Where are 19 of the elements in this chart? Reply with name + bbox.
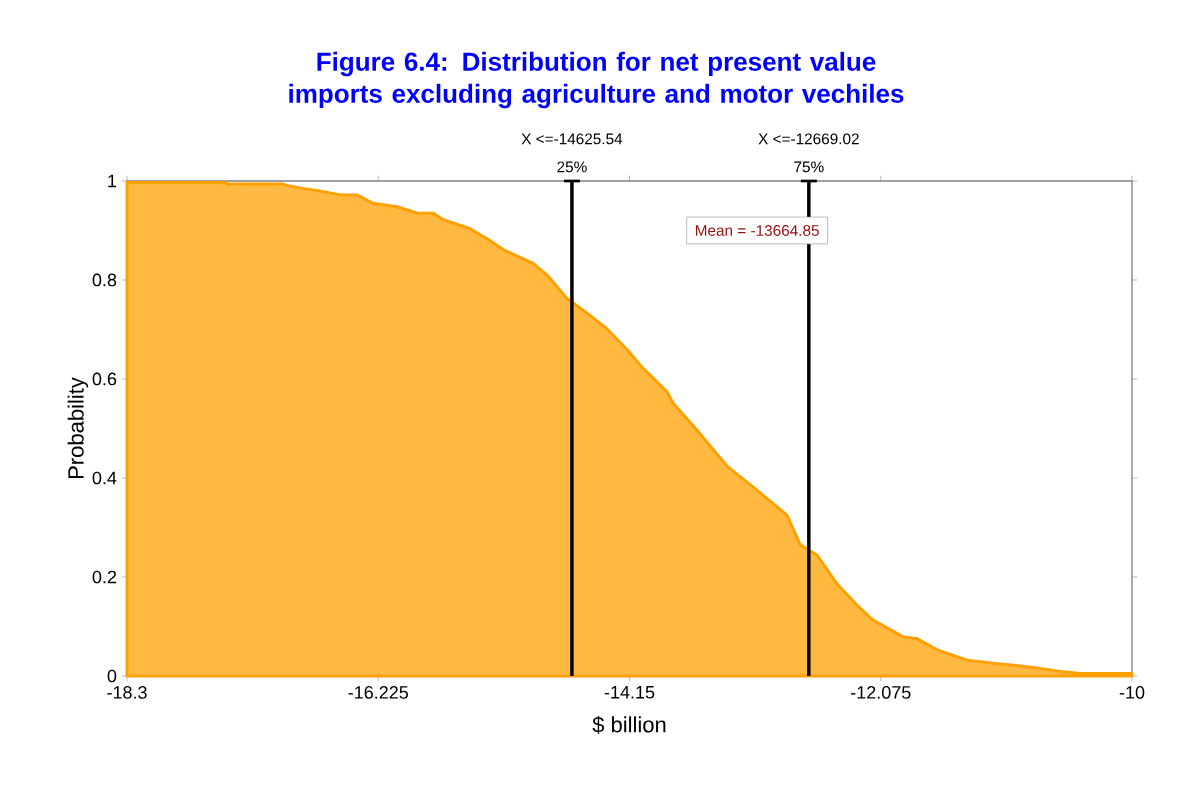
x-tick-label: -16.225 [348, 686, 409, 699]
annotation: Mean = -13664.85 [695, 225, 819, 236]
y-tick-label: 0.2 [92, 570, 117, 584]
ref-line-label: X <=-12669.02 [758, 133, 859, 145]
y-tick-label: 0 [107, 669, 117, 683]
annotation: 25% [557, 161, 587, 173]
x-axis-title: $ billion [592, 715, 666, 734]
y-axis-title: Probability [67, 377, 89, 479]
annotation: 75% [794, 161, 824, 173]
y-tick-label: 1 [108, 174, 117, 188]
chart-title: Figure 6.4: Distribution for net present value imports excluding agriculture and motor vechiles [289, 51, 904, 109]
x-tick-label: -14.15 [604, 686, 655, 699]
y-tick-label: 0.6 [92, 372, 117, 386]
y-tick-label: 0.4 [92, 471, 117, 485]
x-tick-label: -18.3 [107, 686, 147, 699]
x-tick-label: -10 [1119, 686, 1145, 699]
ref-line-label: X <=-14625.54 [521, 133, 623, 145]
y-tick-label: 0.8 [92, 273, 117, 287]
x-tick-label: -12.075 [851, 686, 911, 699]
